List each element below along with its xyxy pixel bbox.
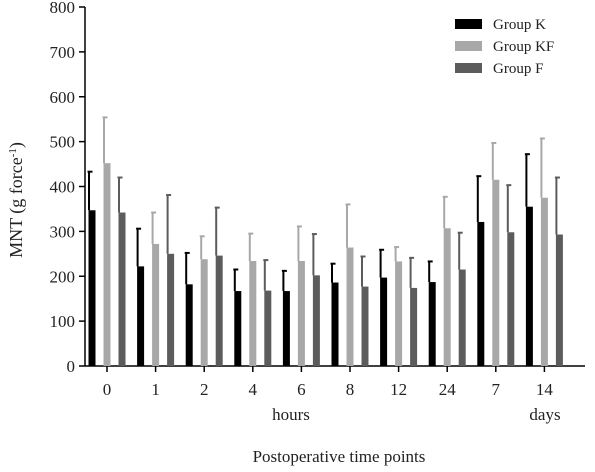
y-tick-label: 700 xyxy=(50,43,76,62)
x-tick-label: 14 xyxy=(536,380,554,399)
x-axis-title: Postoperative time points xyxy=(253,447,426,466)
x-group-label-hours: hours xyxy=(272,405,310,424)
y-axis-label-main: MNT (g force xyxy=(6,157,27,258)
y-tick-label: 500 xyxy=(50,133,76,152)
y-axis-label-sup: -1 xyxy=(7,148,19,157)
bar xyxy=(88,210,96,366)
bar xyxy=(346,247,354,366)
bar xyxy=(103,163,111,366)
legend-swatch xyxy=(455,41,482,51)
bar xyxy=(492,179,500,366)
bar xyxy=(264,290,272,366)
x-tick-label: 1 xyxy=(151,380,160,399)
x-tick-label: 2 xyxy=(200,380,209,399)
x-tick-label: 12 xyxy=(390,380,407,399)
x-tick-label: 7 xyxy=(492,380,501,399)
bar xyxy=(167,253,175,366)
bar xyxy=(234,291,242,366)
x-tick-label: 24 xyxy=(439,380,457,399)
bar xyxy=(312,275,320,366)
y-tick-label: 800 xyxy=(50,0,76,17)
x-tick-label: 4 xyxy=(249,380,258,399)
bar xyxy=(282,291,290,366)
bar xyxy=(331,282,339,366)
y-tick-label: 400 xyxy=(50,178,76,197)
bar xyxy=(410,287,418,366)
x-tick-label: 8 xyxy=(346,380,355,399)
y-tick-label: 600 xyxy=(50,88,76,107)
bar xyxy=(152,243,160,366)
bar xyxy=(380,277,388,366)
y-axis: 0 100 200 300 400 500 600 700 800 xyxy=(50,0,86,376)
bar xyxy=(297,260,305,366)
legend-label: Group F xyxy=(493,61,543,77)
bar xyxy=(249,260,257,366)
y-axis-label: MNT (g force-1) xyxy=(6,142,27,258)
bar xyxy=(215,255,223,366)
bar xyxy=(428,282,436,366)
bar xyxy=(540,197,548,366)
x-group-label-days: days xyxy=(529,405,560,424)
bar xyxy=(507,232,515,366)
y-tick-label: 100 xyxy=(50,312,76,331)
bar xyxy=(395,261,403,366)
x-tick-label: 6 xyxy=(297,380,306,399)
bars-area xyxy=(87,116,563,366)
legend-swatch xyxy=(455,63,482,73)
bar xyxy=(443,228,451,366)
legend-label: Group KF xyxy=(493,39,554,55)
y-tick-label: 200 xyxy=(50,267,76,286)
bar xyxy=(118,212,126,366)
legend-swatch xyxy=(455,19,482,29)
bar xyxy=(477,221,485,366)
bar xyxy=(200,259,208,366)
bar xyxy=(458,269,466,366)
bar xyxy=(361,286,369,366)
bar xyxy=(555,234,563,366)
legend: Group K Group KF Group F xyxy=(455,17,554,77)
x-axis: 0 1 2 4 6 8 12 24 7 14 xyxy=(85,365,585,399)
y-tick-label: 300 xyxy=(50,222,76,241)
legend-label: Group K xyxy=(493,17,546,33)
bar xyxy=(137,266,145,366)
y-tick-label: 0 xyxy=(67,357,76,376)
x-tick-label: 0 xyxy=(103,380,112,399)
bar xyxy=(185,284,193,366)
bar xyxy=(525,206,533,366)
y-axis-label-close: ) xyxy=(6,142,27,148)
